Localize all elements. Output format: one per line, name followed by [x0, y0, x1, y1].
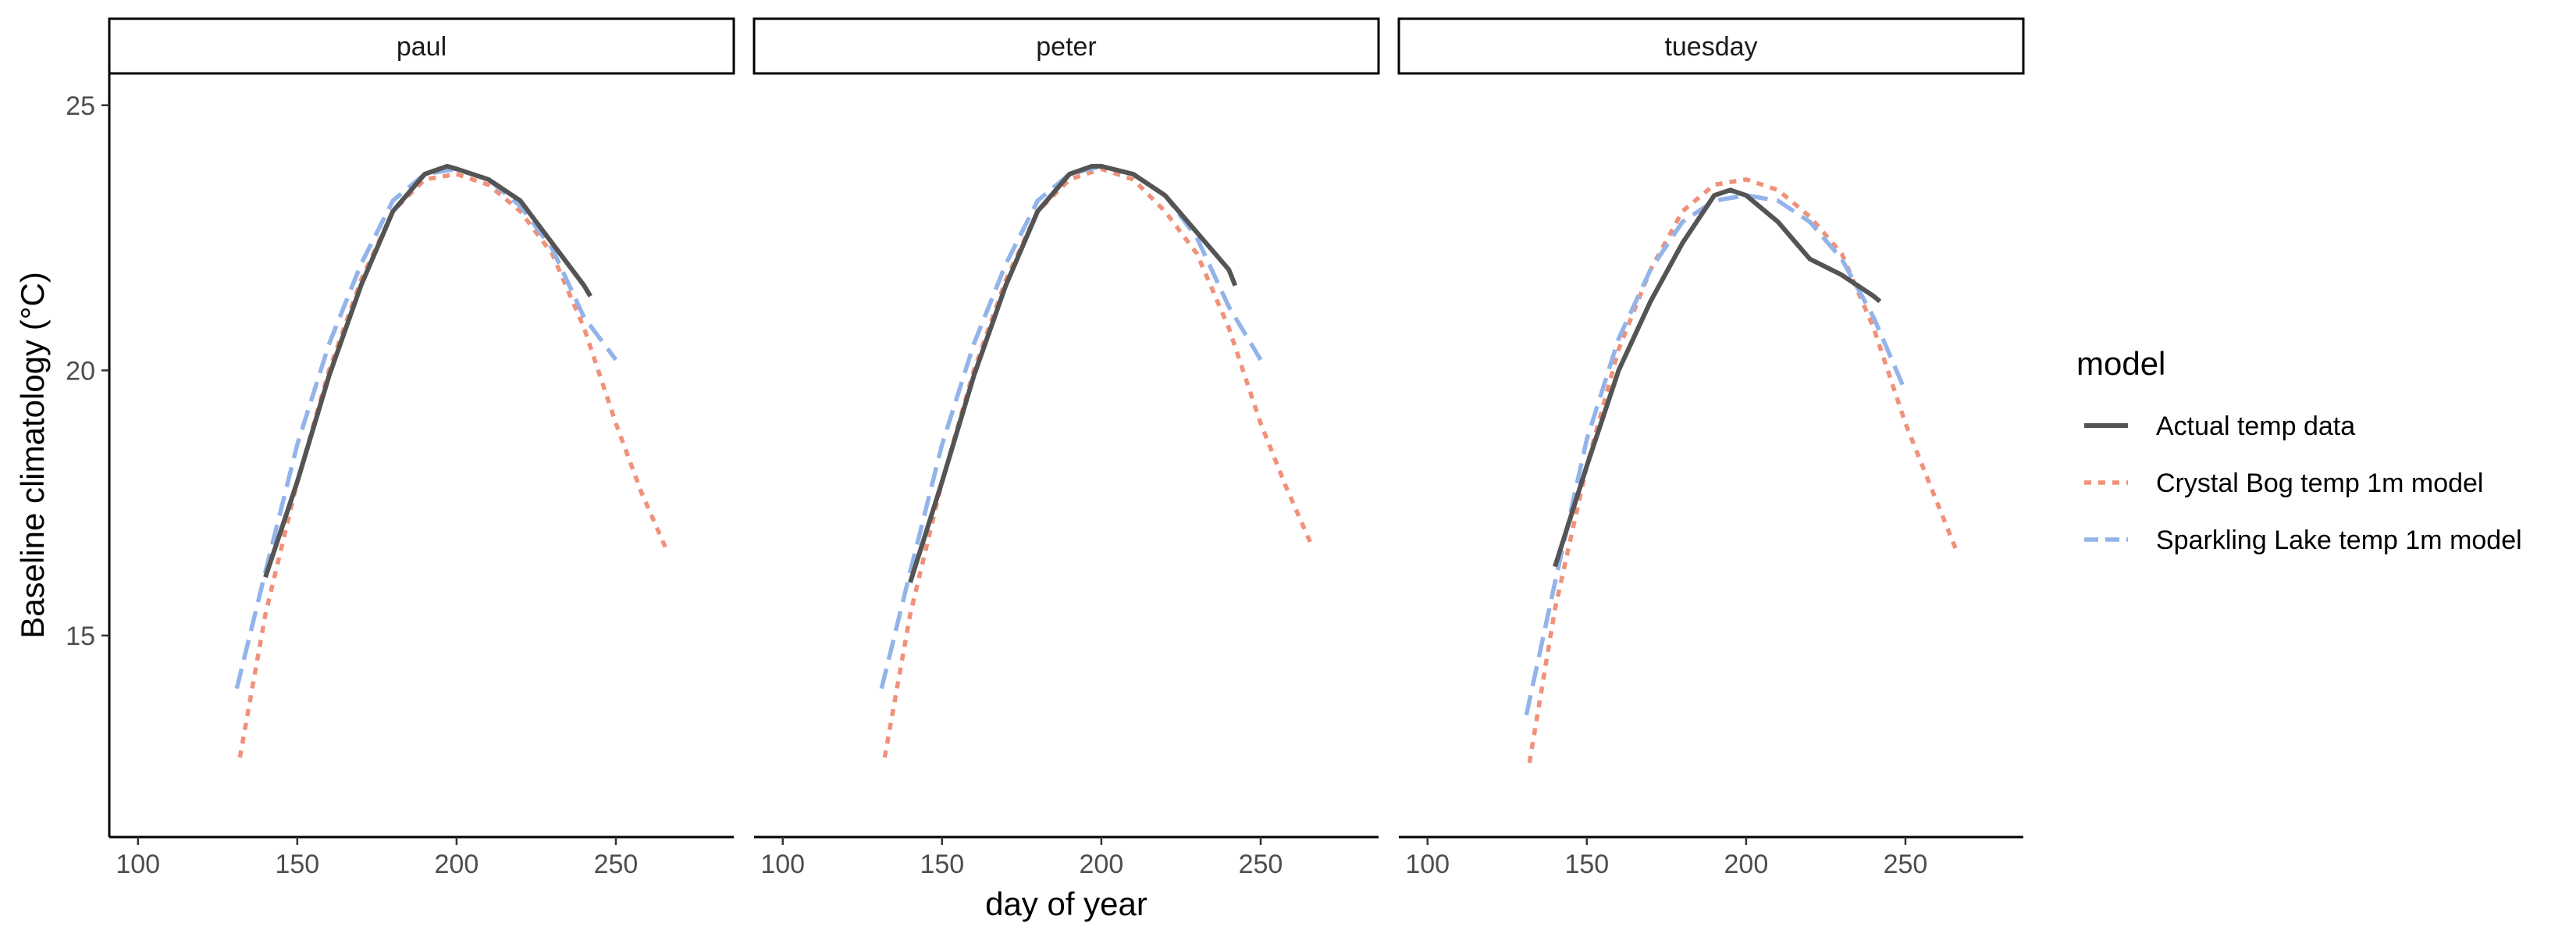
x-tick-label: 100 — [760, 850, 805, 879]
y-tick-label: 20 — [66, 356, 95, 386]
x-tick-label: 150 — [1564, 850, 1609, 879]
facet-strip-label: tuesday — [1664, 32, 1757, 62]
panel-tuesday: tuesday 100 150 200 250 — [1397, 17, 2025, 879]
y-tick-label: 15 — [66, 622, 95, 651]
x-tick-label: 100 — [1405, 850, 1450, 879]
facet-strip — [1397, 17, 2025, 75]
x-tick-label: 250 — [1239, 850, 1283, 879]
series-line-sparkling-lake-temp-1m-model — [1524, 193, 1908, 716]
series-line-sparkling-lake-temp-1m-model — [879, 164, 1263, 689]
legend: model Actual temp data Crystal Bog temp 1… — [2076, 345, 2522, 555]
facet-strip-label: peter — [1036, 32, 1097, 62]
facet-strip — [108, 17, 735, 75]
panel-peter: peter 100 150 200 250 — [753, 17, 1380, 879]
y-tick-label: 25 — [66, 91, 95, 121]
legend-label: Crystal Bog temp 1m model — [2156, 468, 2484, 498]
legend-title: model — [2076, 345, 2165, 382]
series-line-crystal-bog-temp-1m-model — [882, 166, 1314, 758]
x-tick-label: 150 — [275, 850, 319, 879]
series-line-actual-temp-data — [263, 163, 592, 579]
x-tick-label: 150 — [920, 850, 964, 879]
series-line-actual-temp-data — [908, 163, 1238, 583]
x-tick-label: 200 — [1080, 850, 1124, 879]
series-line-actual-temp-data — [1553, 187, 1882, 568]
series-line-sparkling-lake-temp-1m-model — [234, 166, 618, 689]
x-axis-title: day of year — [985, 885, 1147, 922]
legend-label: Actual temp data — [2156, 411, 2355, 441]
facet-strip-label: paul — [397, 32, 447, 62]
x-tick-label: 100 — [116, 850, 160, 879]
x-tick-label: 250 — [1884, 850, 1928, 879]
x-tick-label: 200 — [435, 850, 479, 879]
series-line-crystal-bog-temp-1m-model — [1527, 177, 1959, 764]
legend-label: Sparkling Lake temp 1m model — [2156, 526, 2522, 555]
panel-paul: paul 100 150 200 250 15 20 25 — [66, 17, 735, 879]
x-tick-label: 250 — [594, 850, 639, 879]
facet-strip — [753, 17, 1380, 75]
x-tick-label: 200 — [1724, 850, 1769, 879]
y-axis-title: Baseline climatology (°C) — [14, 272, 51, 639]
series-line-crystal-bog-temp-1m-model — [237, 172, 669, 758]
